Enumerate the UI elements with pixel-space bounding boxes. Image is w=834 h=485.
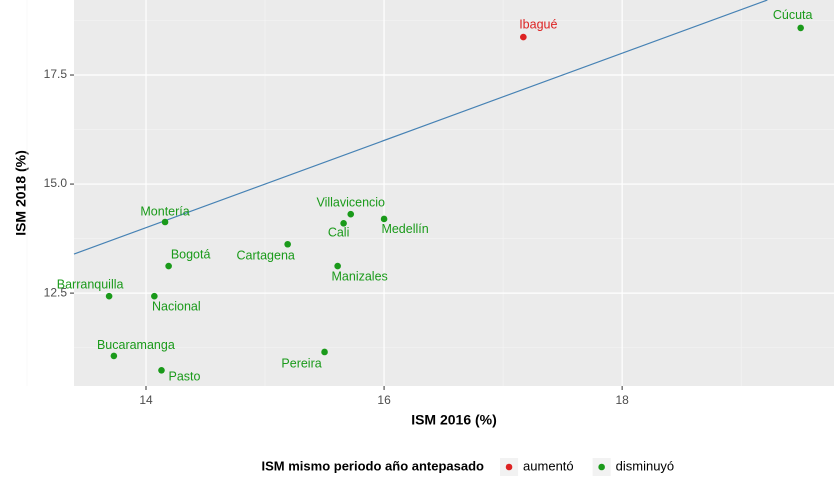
point-label: Montería: [140, 204, 189, 218]
point: [158, 366, 165, 374]
point: [321, 348, 328, 356]
legend-marker: [505, 463, 513, 471]
point-label: Pereira: [281, 356, 321, 370]
point-label: Bogotá: [171, 247, 211, 261]
y-tick-label: 12.5: [44, 285, 68, 299]
x-tick-label: 16: [377, 393, 391, 407]
legend-marker: [598, 463, 605, 471]
point-label: Villavicencio: [316, 195, 385, 209]
y-tick-label: 17.5: [44, 67, 68, 81]
point-label: Ibagué: [519, 17, 557, 31]
point: [165, 262, 172, 270]
point-label: Pasto: [169, 370, 201, 384]
point: [105, 292, 113, 300]
x-tick-label: 18: [615, 393, 629, 407]
y-tick-label: 15.0: [44, 176, 68, 190]
point: [110, 352, 118, 360]
point: [151, 292, 158, 300]
point: [161, 218, 169, 226]
x-axis-title: ISM 2016 (%): [411, 412, 497, 428]
point: [380, 215, 388, 223]
y-axis-title: ISM 2018 (%): [13, 150, 29, 236]
reference-line: [73, 0, 768, 255]
point: [520, 33, 527, 41]
point: [340, 220, 347, 227]
point-label: Cartagena: [236, 249, 294, 263]
point-label: Medellín: [381, 222, 428, 236]
point-label: Barranquilla: [57, 277, 124, 291]
legend-label: disminuyó: [616, 458, 675, 473]
point-label: Bucaramanga: [97, 338, 175, 352]
point: [284, 240, 291, 248]
point-label: Cúcuta: [773, 8, 813, 22]
point-label: Cali: [328, 226, 350, 240]
point-label: Manizales: [332, 269, 388, 283]
point: [797, 24, 804, 32]
panel: [74, 0, 834, 386]
legend-label: aumentó: [523, 458, 574, 473]
x-tick-label: 14: [139, 393, 153, 407]
legend-title: ISM mismo periodo año antepasado: [262, 458, 485, 473]
point: [334, 262, 341, 270]
point-label: Nacional: [152, 299, 201, 313]
point: [347, 210, 355, 218]
